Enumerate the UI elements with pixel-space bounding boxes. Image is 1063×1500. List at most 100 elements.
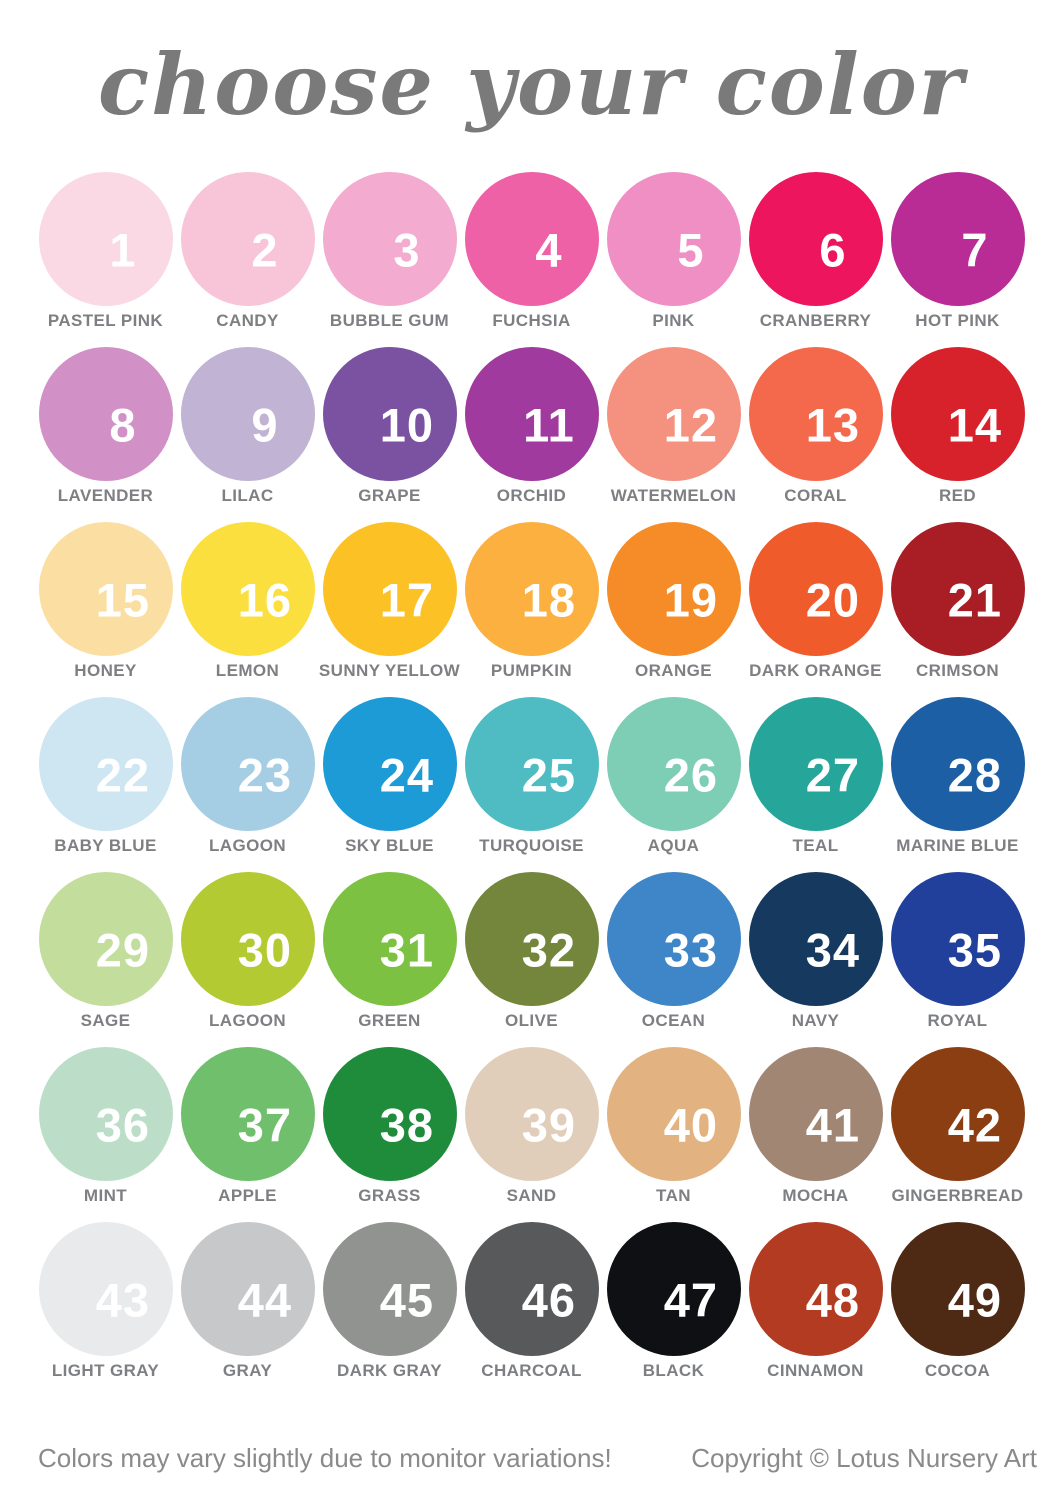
color-number: 8 [109,398,137,452]
color-label: APPLE [218,1186,277,1205]
color-number: 45 [379,1273,435,1327]
color-number: 5 [677,223,705,277]
color-swatch: 46 [464,1222,599,1356]
color-label: GRASS [358,1186,421,1205]
color-label: SUNNY YELLOW [318,661,461,680]
color-label: HOT PINK [915,311,1000,330]
color-number: 18 [521,573,577,627]
color-swatch: 4 [464,172,599,306]
color-number: 34 [805,923,861,977]
color-label: LIGHT GRAY [51,1361,160,1380]
color-label: LILAC [221,486,274,505]
color-option-8: 8 LAVENDER [35,347,177,522]
color-number: 11 [523,398,575,452]
color-label: LEMON [215,661,280,680]
color-option-32: 32 OLIVE [461,872,603,1047]
color-label: OLIVE [504,1011,558,1030]
color-number: 9 [251,398,279,452]
color-option-14: 14 RED [887,347,1029,522]
color-swatch: 16 [180,522,315,656]
color-number: 31 [379,923,435,977]
color-number: 4 [535,223,563,277]
color-option-30: 30 LAGOON [177,872,319,1047]
color-number: 20 [805,573,861,627]
color-swatch: 29 [38,872,173,1006]
color-swatch: 40 [606,1047,741,1181]
color-swatch: 23 [180,697,315,831]
color-label: GINGERBREAD [891,1186,1024,1205]
color-option-16: 16 LEMON [177,522,319,697]
color-swatch: 45 [322,1222,457,1356]
color-option-46: 46 CHARCOAL [461,1222,603,1397]
color-swatch: 39 [464,1047,599,1181]
color-label: AQUA [647,836,700,855]
color-swatch: 37 [180,1047,315,1181]
color-label: WATERMELON [610,486,737,505]
color-label: MINT [83,1186,128,1205]
color-swatch: 7 [890,172,1025,306]
color-number: 32 [521,923,577,977]
color-option-27: 27 TEAL [745,697,887,872]
color-label: DARK GRAY [337,1361,442,1380]
color-swatch: 6 [748,172,883,306]
color-number: 28 [947,748,1003,802]
color-number: 41 [805,1098,861,1152]
color-option-37: 37 APPLE [177,1047,319,1222]
color-label: PUMPKIN [490,661,573,680]
color-swatch: 33 [606,872,741,1006]
color-label: COCOA [924,1361,991,1380]
color-option-40: 40 TAN [603,1047,745,1222]
color-swatch: 38 [322,1047,457,1181]
color-number: 35 [947,923,1003,977]
color-number: 15 [95,573,151,627]
color-swatch: 25 [464,697,599,831]
color-label: LAGOON [208,1011,286,1030]
color-option-43: 43 LIGHT GRAY [35,1222,177,1397]
color-option-2: 2 CANDY [177,172,319,347]
color-option-7: 7 HOT PINK [887,172,1029,347]
color-number: 16 [237,573,293,627]
color-number: 49 [947,1273,1003,1327]
color-number: 29 [95,923,151,977]
color-option-26: 26 AQUA [603,697,745,872]
color-number: 48 [805,1273,861,1327]
color-label: TAN [656,1186,691,1205]
color-swatch: 17 [322,522,457,656]
color-option-35: 35 ROYAL [887,872,1029,1047]
color-label: CRIMSON [915,661,1000,680]
color-swatch: 2 [180,172,315,306]
color-label: CANDY [216,311,279,330]
color-number: 2 [251,223,279,277]
color-swatch: 13 [748,347,883,481]
color-option-34: 34 NAVY [745,872,887,1047]
color-number: 33 [663,923,719,977]
color-swatch: 19 [606,522,741,656]
color-swatch: 44 [180,1222,315,1356]
color-number: 39 [521,1098,577,1152]
color-swatch: 14 [890,347,1025,481]
page-title: choose your color [97,35,966,134]
color-label: RED [938,486,977,505]
color-option-25: 25 TURQUOISE [461,697,603,872]
color-label: MARINE BLUE [896,836,1019,855]
color-number: 30 [237,923,293,977]
color-number: 1 [109,223,137,277]
color-label: BABY BLUE [54,836,157,855]
color-label: PASTEL PINK [47,311,164,330]
color-number: 17 [379,573,435,627]
color-label: FUCHSIA [492,311,571,330]
color-label: PINK [652,311,695,330]
color-swatch: 30 [180,872,315,1006]
color-option-28: 28 MARINE BLUE [887,697,1029,872]
color-swatch: 20 [748,522,883,656]
color-number: 12 [663,398,719,452]
color-number: 3 [393,223,421,277]
color-number: 37 [237,1098,293,1152]
color-option-38: 38 GRASS [319,1047,461,1222]
color-number: 36 [95,1098,151,1152]
color-number: 47 [663,1273,719,1327]
color-label: MOCHA [782,1186,849,1205]
color-label: TURQUOISE [479,836,584,855]
color-label: LAGOON [208,836,286,855]
color-number: 6 [819,223,847,277]
